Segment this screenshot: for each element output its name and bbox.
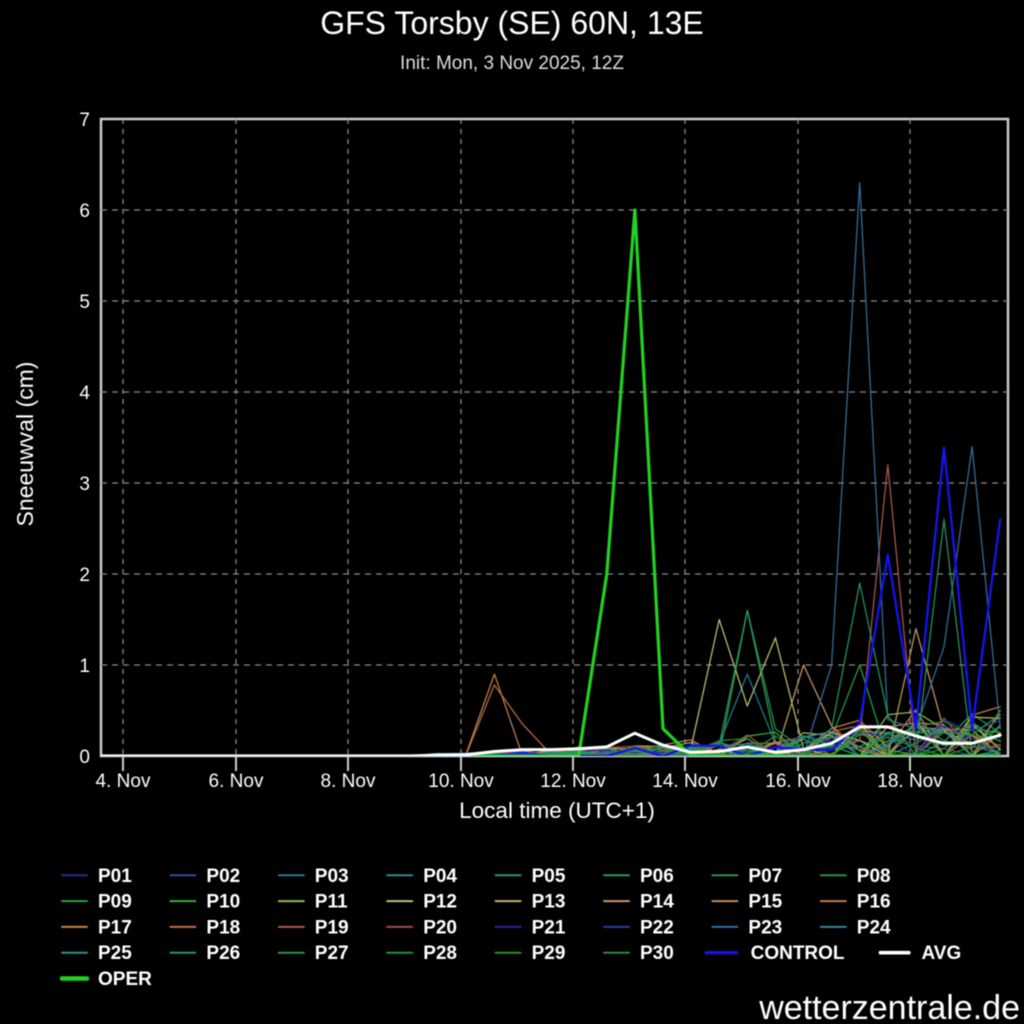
svg-text:4. Nov: 4. Nov <box>96 771 151 792</box>
svg-text:P03: P03 <box>315 866 349 887</box>
svg-text:P09: P09 <box>98 892 132 913</box>
svg-text:P21: P21 <box>532 917 566 938</box>
svg-text:AVG: AVG <box>922 943 962 964</box>
svg-text:3: 3 <box>79 474 90 495</box>
svg-text:16. Nov: 16. Nov <box>765 771 831 792</box>
svg-text:P17: P17 <box>98 917 132 938</box>
svg-text:P10: P10 <box>206 892 240 913</box>
svg-text:10. Nov: 10. Nov <box>428 771 494 792</box>
svg-text:P29: P29 <box>532 943 566 964</box>
svg-text:P11: P11 <box>315 892 348 913</box>
svg-text:Init: Mon, 3 Nov 2025, 12Z: Init: Mon, 3 Nov 2025, 12Z <box>400 53 624 74</box>
svg-text:6. Nov: 6. Nov <box>209 771 264 792</box>
svg-text:P06: P06 <box>640 866 674 887</box>
svg-text:14. Nov: 14. Nov <box>652 771 718 792</box>
svg-text:P26: P26 <box>206 943 240 964</box>
svg-text:2: 2 <box>79 565 90 586</box>
svg-text:12. Nov: 12. Nov <box>540 771 606 792</box>
svg-text:wetterzentrale.de: wetterzentrale.de <box>758 989 1020 1024</box>
svg-text:P08: P08 <box>857 866 891 887</box>
svg-text:P20: P20 <box>423 917 457 938</box>
svg-text:Local time (UTC+1): Local time (UTC+1) <box>459 798 655 823</box>
svg-text:P14: P14 <box>640 892 674 913</box>
svg-text:P07: P07 <box>748 866 782 887</box>
svg-text:P15: P15 <box>748 892 782 913</box>
svg-text:0: 0 <box>79 747 90 768</box>
svg-text:P02: P02 <box>206 866 240 887</box>
svg-text:P05: P05 <box>532 866 566 887</box>
svg-text:P04: P04 <box>423 866 457 887</box>
svg-text:4: 4 <box>79 383 90 404</box>
svg-text:Sneeuwval (cm): Sneeuwval (cm) <box>12 362 38 527</box>
svg-text:P18: P18 <box>206 917 240 938</box>
svg-text:P27: P27 <box>315 943 349 964</box>
svg-text:7: 7 <box>79 110 90 131</box>
svg-text:P01: P01 <box>98 866 132 887</box>
svg-text:P22: P22 <box>640 917 674 938</box>
svg-text:CONTROL: CONTROL <box>751 943 845 964</box>
svg-text:OPER: OPER <box>98 969 152 990</box>
svg-text:P12: P12 <box>423 892 457 913</box>
svg-text:P24: P24 <box>857 917 891 938</box>
svg-text:P25: P25 <box>98 943 132 964</box>
svg-text:P23: P23 <box>748 917 782 938</box>
svg-text:P13: P13 <box>532 892 566 913</box>
svg-text:1: 1 <box>79 656 90 677</box>
svg-text:P30: P30 <box>640 943 674 964</box>
svg-text:P28: P28 <box>423 943 457 964</box>
svg-text:P16: P16 <box>857 892 891 913</box>
svg-text:P19: P19 <box>315 917 349 938</box>
svg-text:5: 5 <box>79 292 90 313</box>
svg-text:18. Nov: 18. Nov <box>877 771 943 792</box>
svg-text:GFS Torsby (SE) 60N, 13E: GFS Torsby (SE) 60N, 13E <box>320 5 704 41</box>
svg-text:6: 6 <box>79 201 90 222</box>
svg-text:8. Nov: 8. Nov <box>321 771 376 792</box>
